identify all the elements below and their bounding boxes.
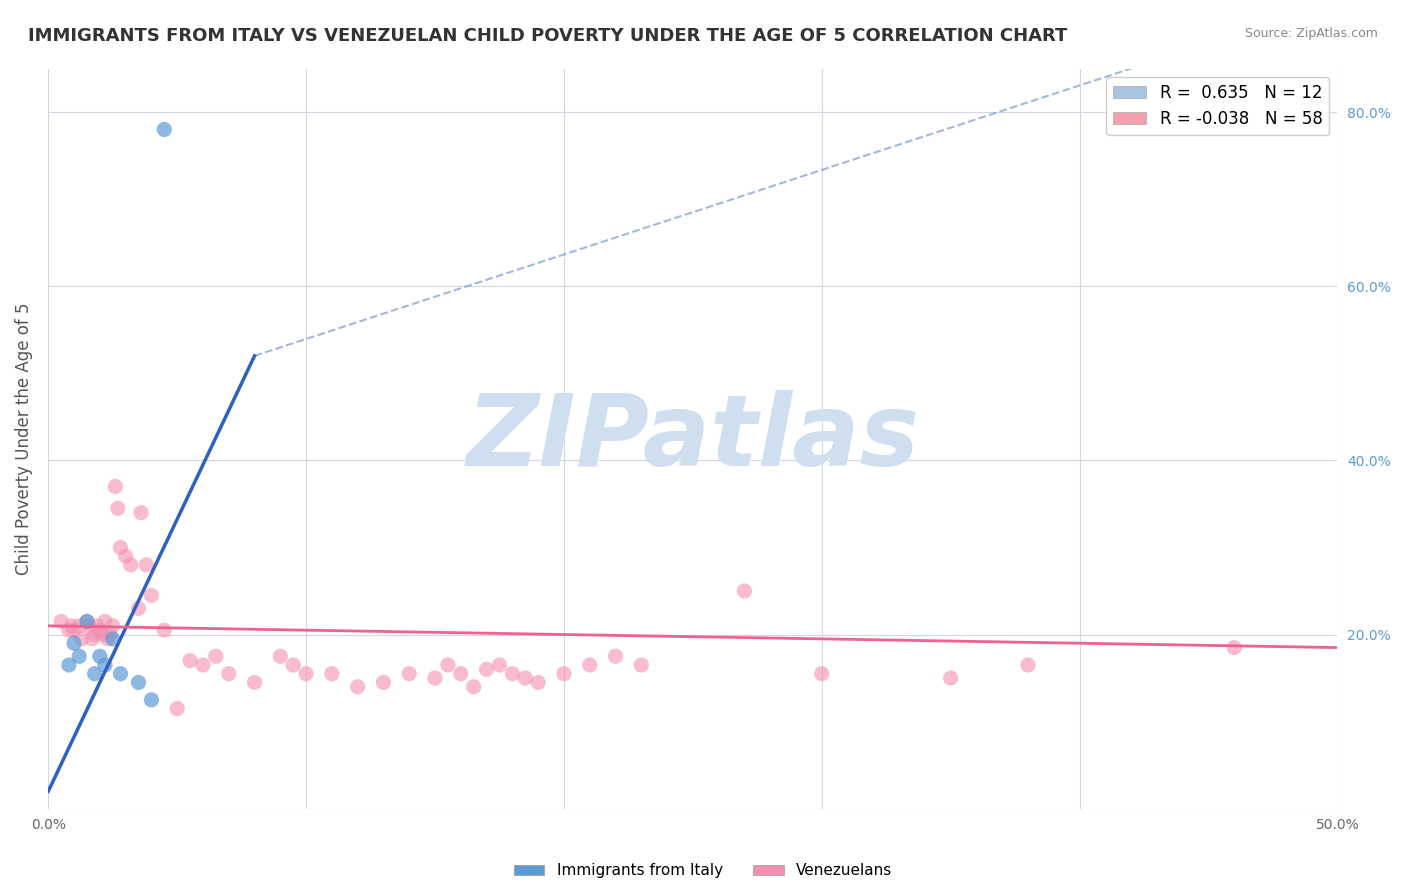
Point [166, 701, 188, 715]
Point [141, 693, 163, 707]
Point [135, 558, 157, 572]
Point [153, 623, 176, 637]
Point [1223, 640, 1246, 655]
Point [501, 666, 523, 681]
Point [128, 601, 150, 615]
Point [463, 680, 485, 694]
Point [243, 675, 266, 690]
Point [58, 623, 80, 637]
Point [939, 671, 962, 685]
Point [475, 662, 498, 676]
Point [218, 666, 240, 681]
Point [97, 632, 120, 646]
Point [70, 632, 93, 646]
Point [423, 671, 446, 685]
Point [179, 654, 201, 668]
Point [128, 675, 150, 690]
Point [79, 619, 101, 633]
Point [63, 636, 86, 650]
Point [269, 649, 291, 664]
Point [488, 658, 510, 673]
Point [107, 501, 129, 516]
Point [153, 122, 176, 136]
Point [91, 627, 114, 641]
Point [76, 615, 98, 629]
Text: IMMIGRANTS FROM ITALY VS VENEZUELAN CHILD POVERTY UNDER THE AGE OF 5 CORRELATION: IMMIGRANTS FROM ITALY VS VENEZUELAN CHIL… [28, 27, 1067, 45]
Point [321, 666, 343, 681]
Point [1017, 658, 1039, 673]
Point [83, 627, 105, 641]
Point [104, 479, 127, 493]
Point [110, 541, 132, 555]
Point [630, 658, 652, 673]
Point [346, 680, 368, 694]
Point [67, 619, 90, 633]
Point [398, 666, 420, 681]
Point [82, 632, 104, 646]
Point [733, 584, 755, 599]
Point [120, 558, 142, 572]
Legend: Immigrants from Italy, Venezuelans: Immigrants from Italy, Venezuelans [508, 857, 898, 884]
Point [67, 649, 90, 664]
Point [101, 632, 124, 646]
Point [58, 658, 80, 673]
Point [810, 666, 832, 681]
Point [373, 675, 395, 690]
Point [553, 666, 575, 681]
Point [515, 671, 537, 685]
Point [89, 623, 111, 637]
Point [283, 658, 305, 673]
Point [205, 649, 228, 664]
Point [101, 619, 124, 633]
Point [141, 588, 163, 602]
Point [63, 623, 86, 637]
Point [295, 666, 318, 681]
Text: ZIPatlas: ZIPatlas [467, 390, 920, 487]
Y-axis label: Child Poverty Under the Age of 5: Child Poverty Under the Age of 5 [15, 302, 32, 574]
Point [83, 666, 105, 681]
Point [129, 506, 152, 520]
Point [114, 549, 136, 563]
Point [605, 649, 627, 664]
Point [110, 666, 132, 681]
Point [191, 658, 214, 673]
Point [89, 649, 111, 664]
Point [94, 658, 117, 673]
Point [86, 619, 108, 633]
Point [578, 658, 600, 673]
Text: Source: ZipAtlas.com: Source: ZipAtlas.com [1244, 27, 1378, 40]
Point [94, 615, 117, 629]
Point [98, 627, 121, 641]
Point [76, 615, 98, 629]
Point [527, 675, 550, 690]
Point [51, 615, 73, 629]
Point [437, 658, 460, 673]
Point [60, 619, 83, 633]
Legend: R =  0.635   N = 12, R = -0.038   N = 58: R = 0.635 N = 12, R = -0.038 N = 58 [1107, 77, 1329, 135]
Point [450, 666, 472, 681]
